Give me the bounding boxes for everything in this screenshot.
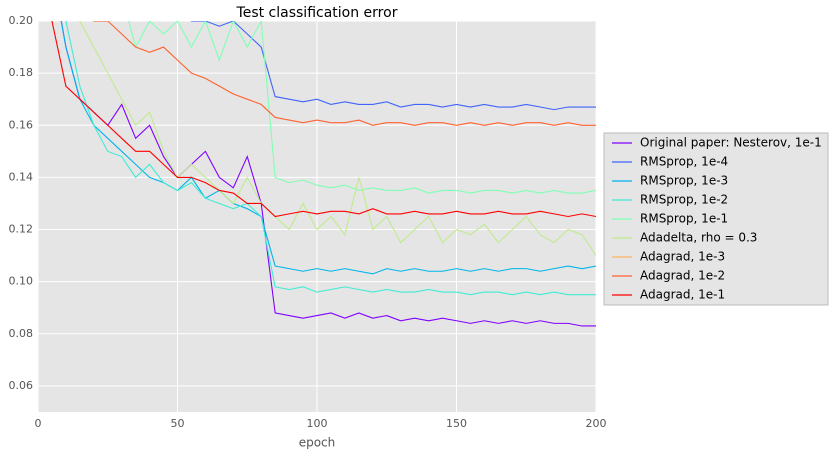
- series-line: [107, 21, 596, 194]
- x-tick-label: 100: [307, 417, 328, 430]
- y-tick-label: 0.20: [9, 14, 34, 27]
- y-tick-label: 0.14: [9, 170, 34, 183]
- y-tick-label: 0.10: [9, 275, 34, 288]
- series-line: [60, 21, 596, 327]
- legend-label: RMSprop, 1e-2: [640, 193, 728, 207]
- y-tick-label: 0.08: [9, 327, 34, 340]
- x-tick-label: 50: [171, 417, 185, 430]
- x-tick-label: 0: [35, 417, 42, 430]
- grid: [37, 20, 597, 412]
- y-tick-label: 0.12: [9, 223, 34, 236]
- series-line: [190, 21, 596, 111]
- series-line: [51, 21, 596, 218]
- series-line: [60, 21, 596, 275]
- y-tick-label: 0.18: [9, 66, 34, 79]
- legend: Original paper: Nesterov, 1e-1 RMSprop, 1…: [612, 136, 822, 302]
- y-tick-label: 0.16: [9, 118, 34, 131]
- legend-label: Adagrad, 1e-2: [640, 269, 725, 283]
- legend-label: RMSprop, 1e-4: [640, 155, 728, 169]
- legend-label: Adagrad, 1e-3: [640, 250, 725, 264]
- chart-title: Test classification error: [236, 5, 398, 21]
- series-line: [93, 21, 596, 126]
- x-tick-label: 150: [446, 417, 467, 430]
- legend-label: RMSprop, 1e-1: [640, 212, 728, 226]
- x-tick-label: 200: [586, 417, 607, 430]
- series-line: [79, 21, 596, 256]
- series-line: [65, 21, 596, 296]
- lines: [51, 21, 596, 327]
- legend-box: [603, 132, 829, 306]
- legend-label: Adadelta, rho = 0.3: [640, 231, 757, 245]
- legend-label: Original paper: Nesterov, 1e-1: [640, 136, 822, 150]
- legend-label: RMSprop, 1e-3: [640, 174, 728, 188]
- y-tick-label: 0.06: [9, 379, 34, 392]
- x-axis-label: epoch: [299, 436, 336, 450]
- legend-label: Adagrad, 1e-1: [640, 288, 725, 302]
